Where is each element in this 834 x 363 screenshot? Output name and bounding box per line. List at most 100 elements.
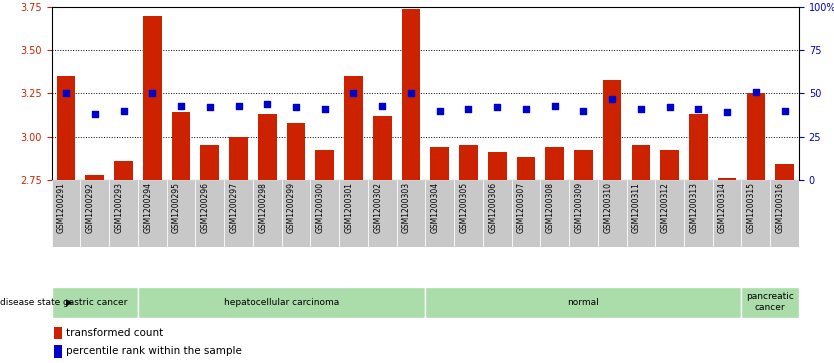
Text: GSM1200309: GSM1200309 bbox=[575, 182, 584, 233]
Point bbox=[289, 105, 303, 110]
Bar bbox=[253, 180, 282, 247]
Point bbox=[462, 106, 475, 112]
Bar bbox=[689, 114, 708, 180]
Text: GSM1200299: GSM1200299 bbox=[287, 182, 296, 233]
Point bbox=[404, 91, 418, 97]
Point bbox=[88, 111, 102, 117]
Bar bbox=[138, 180, 167, 247]
Bar bbox=[598, 180, 626, 247]
Bar bbox=[310, 180, 339, 247]
Text: GSM1200304: GSM1200304 bbox=[430, 182, 440, 233]
Point bbox=[749, 89, 762, 95]
Bar bbox=[574, 150, 593, 180]
Bar bbox=[540, 180, 569, 247]
Bar bbox=[661, 150, 679, 180]
Text: GSM1200301: GSM1200301 bbox=[344, 182, 354, 233]
Bar bbox=[402, 9, 420, 180]
Bar bbox=[339, 180, 368, 247]
Text: GSM1200306: GSM1200306 bbox=[488, 182, 497, 233]
Bar bbox=[516, 157, 535, 180]
Bar bbox=[626, 180, 656, 247]
Text: GSM1200291: GSM1200291 bbox=[57, 182, 66, 233]
Bar bbox=[454, 180, 483, 247]
Text: GSM1200316: GSM1200316 bbox=[776, 182, 785, 233]
Bar bbox=[200, 145, 219, 180]
Bar bbox=[425, 180, 454, 247]
Text: GSM1200313: GSM1200313 bbox=[690, 182, 698, 233]
Bar bbox=[315, 150, 334, 180]
Bar bbox=[53, 345, 62, 358]
Point bbox=[605, 96, 619, 102]
Text: GSM1200312: GSM1200312 bbox=[661, 182, 670, 233]
Bar bbox=[741, 180, 771, 247]
Text: GSM1200300: GSM1200300 bbox=[316, 182, 324, 233]
Bar bbox=[138, 287, 425, 318]
Point bbox=[347, 91, 360, 97]
Text: normal: normal bbox=[568, 298, 600, 307]
Bar bbox=[172, 113, 190, 180]
Point bbox=[146, 91, 159, 97]
Bar bbox=[258, 114, 277, 180]
Bar bbox=[85, 175, 104, 180]
Bar bbox=[631, 145, 651, 180]
Bar bbox=[282, 180, 310, 247]
Text: GSM1200298: GSM1200298 bbox=[259, 182, 267, 233]
Point bbox=[203, 105, 217, 110]
Point bbox=[260, 101, 274, 107]
Point bbox=[520, 106, 533, 112]
Text: GSM1200305: GSM1200305 bbox=[460, 182, 469, 233]
Text: GSM1200302: GSM1200302 bbox=[374, 182, 382, 233]
Bar bbox=[483, 180, 511, 247]
Bar bbox=[569, 180, 598, 247]
Text: GSM1200315: GSM1200315 bbox=[747, 182, 756, 233]
Bar bbox=[57, 76, 75, 180]
Bar bbox=[224, 180, 253, 247]
Point bbox=[634, 106, 647, 112]
Bar bbox=[511, 180, 540, 247]
Bar bbox=[545, 147, 564, 180]
Bar bbox=[143, 16, 162, 180]
Bar bbox=[53, 327, 62, 339]
Bar bbox=[195, 180, 224, 247]
Bar bbox=[397, 180, 425, 247]
Point bbox=[721, 110, 734, 115]
Text: pancreatic
cancer: pancreatic cancer bbox=[746, 293, 794, 312]
Text: GSM1200297: GSM1200297 bbox=[229, 182, 239, 233]
Point bbox=[577, 108, 590, 114]
Point bbox=[433, 108, 446, 114]
Bar bbox=[229, 136, 248, 180]
Point bbox=[232, 103, 245, 109]
Text: GSM1200296: GSM1200296 bbox=[201, 182, 210, 233]
Bar bbox=[741, 287, 799, 318]
Text: GSM1200294: GSM1200294 bbox=[143, 182, 153, 233]
Bar bbox=[430, 147, 449, 180]
Point bbox=[59, 91, 73, 97]
Bar bbox=[713, 180, 741, 247]
Bar bbox=[771, 180, 799, 247]
Bar bbox=[52, 287, 138, 318]
Point bbox=[548, 103, 561, 109]
Bar bbox=[746, 93, 766, 180]
Point bbox=[663, 105, 676, 110]
Text: disease state  ▶: disease state ▶ bbox=[0, 298, 73, 307]
Text: GSM1200310: GSM1200310 bbox=[603, 182, 612, 233]
Bar bbox=[425, 287, 741, 318]
Text: GSM1200293: GSM1200293 bbox=[114, 182, 123, 233]
Bar bbox=[114, 161, 133, 180]
Bar bbox=[718, 178, 736, 180]
Text: GSM1200308: GSM1200308 bbox=[545, 182, 555, 233]
Bar bbox=[167, 180, 195, 247]
Point bbox=[375, 103, 389, 109]
Text: transformed count: transformed count bbox=[66, 328, 163, 338]
Text: GSM1200295: GSM1200295 bbox=[172, 182, 181, 233]
Point bbox=[117, 108, 130, 114]
Bar bbox=[603, 79, 621, 180]
Text: GSM1200292: GSM1200292 bbox=[86, 182, 95, 233]
Bar bbox=[287, 123, 305, 180]
Point bbox=[691, 106, 705, 112]
Point bbox=[174, 103, 188, 109]
Point bbox=[490, 105, 504, 110]
Text: GSM1200311: GSM1200311 bbox=[632, 182, 641, 233]
Bar bbox=[368, 180, 397, 247]
Text: hepatocellular carcinoma: hepatocellular carcinoma bbox=[224, 298, 339, 307]
